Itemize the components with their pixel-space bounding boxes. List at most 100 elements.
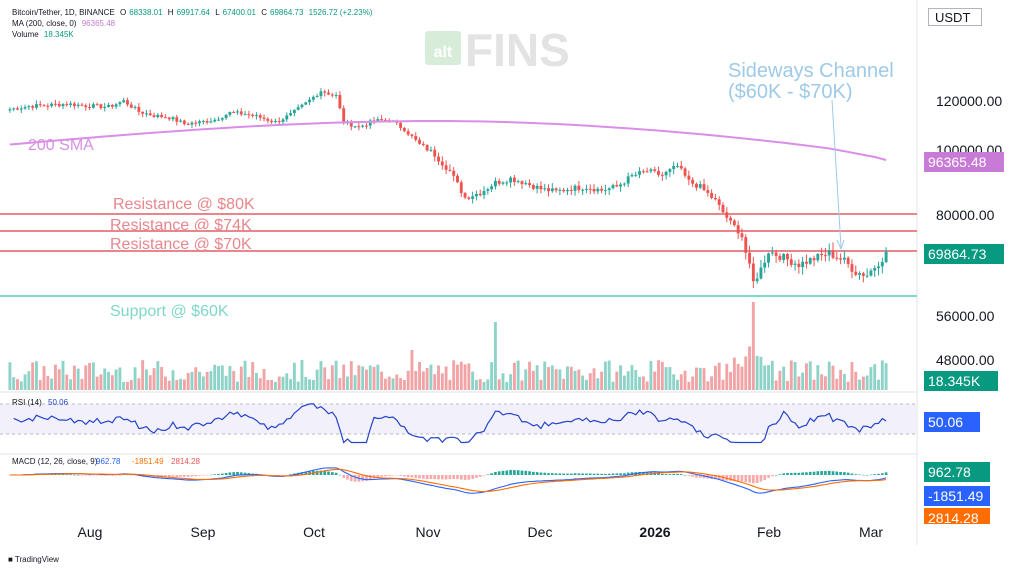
macd-hist-bar [664, 474, 668, 475]
candle-body [607, 188, 611, 191]
volume-bar [459, 361, 463, 390]
volume-bar [209, 371, 213, 390]
volume-bar [91, 362, 95, 390]
resistance-80k-label: Resistance @ $80K [113, 196, 255, 213]
close-price-tag: 69864.73 [924, 244, 1004, 264]
volume-bar [698, 367, 702, 390]
tradingview-logo[interactable]: ■ TradingView [8, 555, 59, 564]
candle-body [145, 113, 148, 115]
currency-selector[interactable]: USDT [928, 8, 982, 26]
macd-hist-bar [236, 471, 239, 475]
volume-bar [12, 377, 16, 390]
candle-body [141, 111, 145, 114]
macd-hist-bar [581, 473, 584, 475]
candle-body [816, 253, 820, 261]
macd-hist-bar [573, 473, 577, 475]
volume-bar [156, 361, 160, 390]
volume-bar [607, 360, 611, 390]
macd-hist-bar [92, 475, 95, 476]
candle-body [880, 262, 884, 267]
macd-hist-bar [220, 473, 224, 475]
candle-body [433, 149, 437, 157]
volume-bar [873, 364, 877, 390]
volume-bar [702, 368, 706, 390]
volume-bar [69, 379, 73, 390]
macd-hist-bar [695, 475, 698, 478]
candle-body [592, 188, 596, 192]
candle-body [683, 168, 687, 176]
macd-hist-bar [550, 473, 554, 475]
candle-body [156, 114, 160, 118]
volume-bar [812, 379, 816, 390]
volume-bar [141, 360, 145, 390]
macd-hist-bar [80, 475, 84, 476]
macd-hist-bar [76, 474, 80, 476]
macd-hist-bar [475, 475, 478, 478]
candle-body [251, 114, 255, 116]
volume-bar [562, 378, 566, 390]
candle-body [482, 190, 486, 196]
candle-body [520, 181, 524, 185]
candle-body [695, 183, 698, 188]
volume-bar [482, 381, 486, 390]
candle-body [31, 106, 35, 108]
macd-hist-bar [854, 474, 858, 475]
volume-bar [406, 370, 410, 390]
volume-bar [327, 379, 330, 390]
volume-bars [8, 302, 888, 390]
ma-legend-label: MA (200, close, 0) [12, 19, 77, 28]
candle-body [547, 188, 550, 192]
candles [8, 88, 888, 289]
volume-bar [19, 381, 23, 390]
volume-bar [452, 360, 456, 390]
macd-hist-bar [524, 470, 528, 475]
candle-body [657, 170, 660, 175]
candle-body [475, 193, 478, 197]
volume-bar [346, 376, 349, 390]
macd-hist-bar [505, 470, 509, 475]
macd-hist-bar [414, 475, 418, 478]
volume-bar [262, 369, 266, 390]
volume-bar [35, 361, 38, 390]
rsi-band [0, 404, 917, 434]
channel-label-line1: Sideways Channel [728, 60, 894, 82]
volume-bar [365, 369, 368, 390]
volume-bar [478, 379, 482, 390]
macd-line-tag: -1851.49 [924, 486, 990, 506]
volume-bar [224, 375, 228, 390]
volume-bar [145, 369, 148, 390]
macd-hist-bar [623, 473, 626, 475]
volume-bar [751, 302, 755, 390]
candle-body [873, 268, 877, 271]
volume-bar [535, 365, 539, 390]
price-tick-80000: 80000.00 [936, 207, 995, 223]
candle-body [323, 91, 327, 93]
volume-bar [148, 375, 152, 390]
resistance-74k-label: Resistance @ $74K [110, 217, 252, 234]
sma-annotation: 200 SMA [28, 137, 94, 154]
volume-bar [228, 366, 232, 390]
volume-bar [789, 360, 793, 390]
macd-hist-bar [562, 473, 566, 475]
candle-body [672, 165, 676, 170]
candle-body [569, 189, 573, 191]
macd-hist-bar [797, 472, 801, 475]
level-lines [0, 213, 917, 297]
candle-body [596, 188, 600, 192]
macd-hist-bar [770, 475, 774, 477]
volume-bar [201, 376, 205, 390]
candle-body [224, 114, 228, 119]
candle-body [148, 113, 152, 116]
time-tick-sep: Sep [191, 524, 216, 540]
volume-bar [27, 371, 31, 390]
volume-bar [596, 378, 600, 390]
candle-body [376, 119, 380, 122]
volume-bar [220, 365, 224, 390]
volume-bar [175, 380, 179, 390]
candle-body [789, 259, 793, 265]
candle-body [23, 107, 27, 109]
candle-body [220, 118, 224, 120]
volume-bar [695, 367, 698, 390]
candle-body [585, 188, 588, 190]
